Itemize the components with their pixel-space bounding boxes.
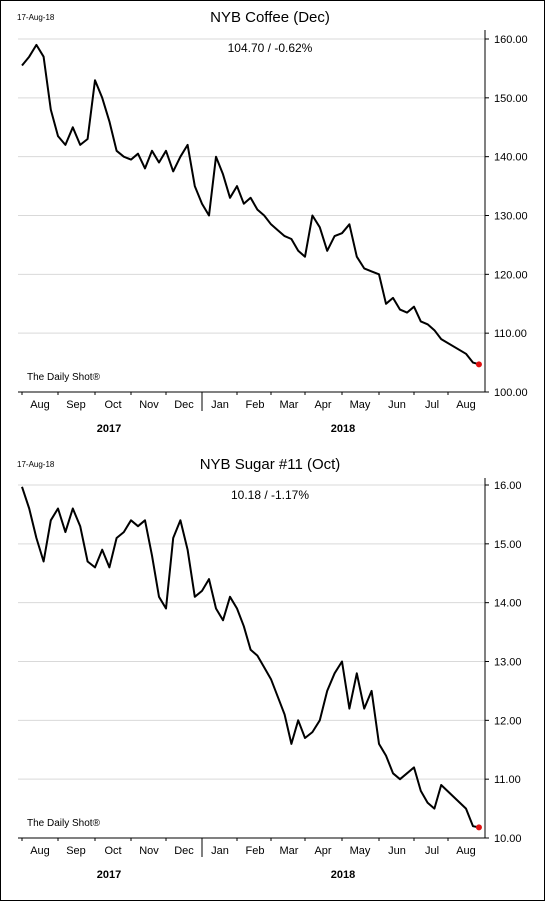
x-tick-label: Jul [425, 845, 439, 857]
x-tick-label: Feb [246, 845, 265, 857]
x-tick-label: Dec [174, 399, 194, 411]
x-tick-label: Nov [139, 845, 159, 857]
coffee-year-label-2017: 2017 [97, 423, 121, 435]
sugar-price-line [21, 486, 480, 829]
x-tick-label: Aug [456, 399, 476, 411]
y-tick-label: 150.00 [494, 93, 528, 105]
y-tick-label: 120.00 [494, 269, 528, 281]
x-tick-label: Sep [66, 399, 86, 411]
x-tick-label: Mar [280, 845, 299, 857]
coffee-last-price-marker [475, 361, 482, 368]
x-tick-label: Jul [425, 399, 439, 411]
y-tick-label: 130.00 [494, 211, 528, 223]
sugar-last-price-marker [475, 824, 482, 831]
y-tick-label: 12.00 [494, 715, 522, 727]
x-tick-label: Jun [388, 399, 406, 411]
x-tick-label: Apr [314, 845, 331, 857]
x-tick-label: Oct [104, 845, 121, 857]
sugar-chart-title: NYB Sugar #11 (Oct) [200, 456, 341, 473]
y-tick-label: 140.00 [494, 152, 528, 164]
x-tick-label: Oct [104, 399, 121, 411]
x-tick-label: Aug [456, 845, 476, 857]
sugar-year-label-2018: 2018 [331, 869, 355, 881]
coffee-year-label-2018: 2018 [331, 423, 355, 435]
coffee-y-tick-labels: 100.00 110.00 120.00 130.00 140.00 150.00 160.… [485, 34, 528, 399]
coffee-chart-subtitle: 104.70 / -0.62% [228, 41, 313, 55]
sugar-date-label: 17-Aug-18 [17, 460, 55, 469]
coffee-price-line [21, 43, 480, 366]
sugar-x-tick-labels: Aug Sep Oct Nov Dec Jan Feb Mar Apr May Jun Jul Aug [21, 838, 476, 857]
y-tick-label: 160.00 [494, 34, 528, 46]
x-tick-label: Apr [314, 399, 331, 411]
x-tick-label: Jun [388, 845, 406, 857]
coffee-x-tick-labels: Aug Sep Oct Nov Dec Jan Feb Mar Apr May Jun Jul Aug [21, 392, 476, 411]
coffee-chart-title: NYB Coffee (Dec) [210, 9, 330, 26]
y-tick-label: 110.00 [494, 328, 527, 340]
x-tick-label: Aug [30, 399, 50, 411]
x-tick-label: May [350, 845, 371, 857]
x-tick-label: Sep [66, 845, 86, 857]
x-tick-label: Dec [174, 845, 194, 857]
x-tick-label: Aug [30, 845, 50, 857]
x-tick-label: Nov [139, 399, 159, 411]
coffee-watermark: The Daily Shot® [27, 372, 101, 383]
y-tick-label: 16.00 [494, 480, 522, 492]
sugar-gridlines [18, 484, 485, 780]
x-tick-label: Mar [280, 399, 299, 411]
y-tick-label: 100.00 [494, 387, 528, 399]
sugar-y-tick-labels: 10.00 11.00 12.00 13.00 14.00 15.00 16.00 [485, 480, 522, 845]
sugar-chart: 17-Aug-18 NYB Sugar #11 (Oct) 10.18 / -1… [17, 456, 522, 881]
sugar-chart-subtitle: 10.18 / -1.17% [231, 488, 309, 502]
x-tick-label: Feb [246, 399, 265, 411]
x-tick-label: Jan [211, 845, 229, 857]
x-tick-label: Jan [211, 399, 229, 411]
x-tick-label: May [350, 399, 371, 411]
sugar-watermark: The Daily Shot® [27, 818, 101, 829]
coffee-gridlines [18, 38, 485, 334]
y-tick-label: 15.00 [494, 539, 522, 551]
y-tick-label: 11.00 [494, 774, 521, 786]
coffee-date-label: 17-Aug-18 [17, 13, 55, 22]
coffee-chart: 17-Aug-18 NYB Coffee (Dec) 104.70 / -0.6… [17, 9, 528, 435]
sugar-year-label-2017: 2017 [97, 869, 121, 881]
y-tick-label: 10.00 [494, 833, 522, 845]
y-tick-label: 14.00 [494, 598, 522, 610]
y-tick-label: 13.00 [494, 657, 522, 669]
